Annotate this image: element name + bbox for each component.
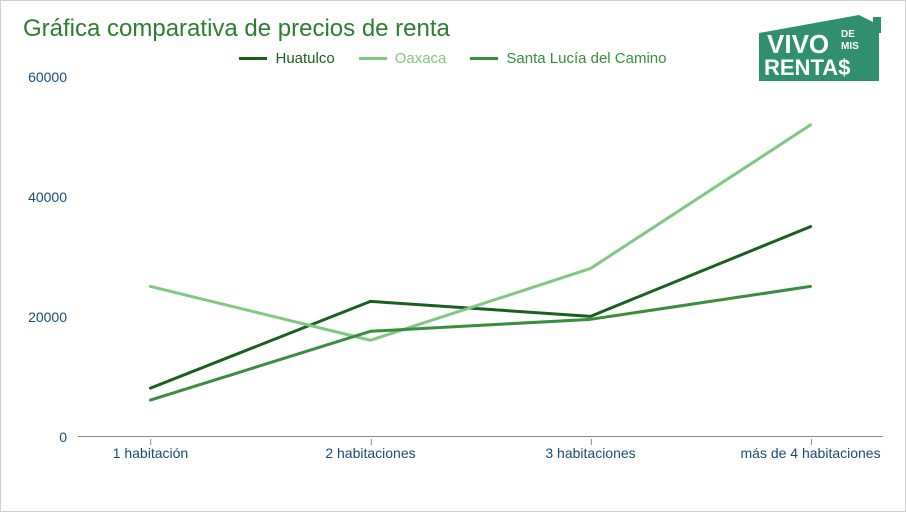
legend-item: Huatulco bbox=[239, 50, 334, 67]
x-tick-label: 3 habitaciones bbox=[545, 445, 635, 461]
y-tick-label: 0 bbox=[13, 429, 67, 445]
legend-item: Santa Lucía del Camino bbox=[470, 50, 666, 67]
legend-item: Oaxaca bbox=[359, 50, 447, 67]
plot-wrap: 0200004000060000 1 habitación2 habitacio… bbox=[13, 77, 893, 467]
x-tick-mark bbox=[811, 439, 812, 445]
x-tick-label: 1 habitación bbox=[113, 445, 189, 461]
legend-swatch bbox=[359, 57, 387, 60]
legend-label: Huatulco bbox=[275, 50, 334, 67]
x-tick-mark bbox=[591, 439, 592, 445]
y-axis: 0200004000060000 bbox=[13, 77, 73, 437]
logo-text-mis: MIS bbox=[841, 41, 859, 52]
x-tick-mark bbox=[150, 439, 151, 445]
x-axis: 1 habitación 2 habitaciones 3 habitaciones… bbox=[78, 441, 883, 467]
x-tick-mark bbox=[370, 439, 371, 445]
x-tick-label: más de 4 habitaciones bbox=[741, 445, 881, 461]
legend-swatch bbox=[239, 57, 267, 60]
legend-label: Oaxaca bbox=[395, 50, 447, 67]
y-tick-label: 40000 bbox=[13, 189, 67, 205]
legend-label: Santa Lucía del Camino bbox=[506, 50, 666, 67]
y-tick-label: 20000 bbox=[13, 309, 67, 325]
series-line bbox=[150, 226, 810, 388]
plot-area bbox=[78, 77, 883, 437]
chart-container: Gráfica comparativa de precios de renta … bbox=[0, 0, 906, 512]
x-tick-label: 2 habitaciones bbox=[325, 445, 415, 461]
y-tick-label: 60000 bbox=[13, 69, 67, 85]
logo-chimney bbox=[873, 17, 881, 33]
line-svg bbox=[78, 77, 883, 436]
logo-text-de: DE bbox=[841, 29, 855, 40]
legend-swatch bbox=[470, 57, 498, 60]
